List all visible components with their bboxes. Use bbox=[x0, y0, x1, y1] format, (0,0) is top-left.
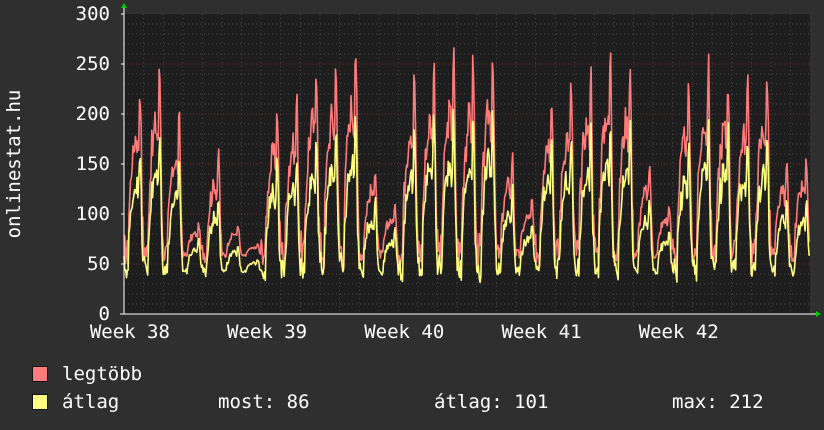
y-tick-label: 300 bbox=[76, 3, 110, 25]
legend-label-avg: átlag bbox=[62, 391, 120, 413]
series-line-avg bbox=[123, 108, 810, 284]
x-tick-label: Week 41 bbox=[501, 321, 581, 343]
series-line-max bbox=[123, 47, 810, 272]
y-tick-label: 200 bbox=[76, 103, 110, 125]
tick-labels: 0 50 100 150 200 250 300 Week 38 Week 39 Week 40 W… bbox=[76, 3, 719, 343]
series-group bbox=[123, 47, 810, 284]
grid bbox=[124, 14, 810, 314]
y-tick-label: 50 bbox=[87, 253, 110, 275]
y-tick-label: 250 bbox=[76, 53, 110, 75]
x-tick-label: Week 42 bbox=[639, 321, 719, 343]
legend-swatch-max bbox=[32, 366, 48, 382]
y-tick-label: 100 bbox=[76, 203, 110, 225]
x-tick-label: Week 38 bbox=[90, 321, 170, 343]
x-tick-label: Week 39 bbox=[227, 321, 307, 343]
x-axis-arrow bbox=[816, 311, 821, 317]
stat-max: max: 212 bbox=[672, 391, 764, 413]
y-axis-label: onlinestat.hu bbox=[3, 90, 25, 239]
legend-row-avg: átlag most: 86 átlag: 101 max: 212 bbox=[32, 391, 764, 413]
stat-current: most: 86 bbox=[218, 391, 310, 413]
legend-row-max: legtöbb bbox=[32, 363, 218, 385]
legend-swatch-avg bbox=[32, 394, 48, 410]
legend-label-max: legtöbb bbox=[62, 363, 143, 385]
x-tick-label: Week 40 bbox=[364, 321, 444, 343]
y-axis-arrow bbox=[121, 3, 127, 8]
y-tick-label: 150 bbox=[76, 153, 110, 175]
y-tick-label: 0 bbox=[99, 303, 110, 325]
stat-average: átlag: 101 bbox=[434, 391, 549, 413]
axes bbox=[120, 3, 821, 317]
